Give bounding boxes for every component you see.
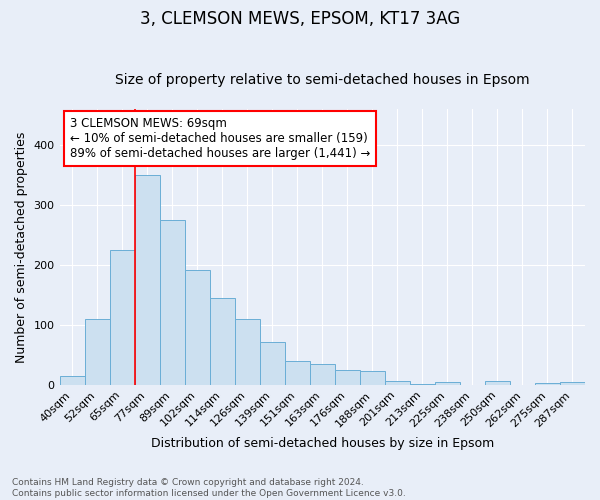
Bar xyxy=(485,381,510,385)
Bar xyxy=(209,298,235,385)
Bar xyxy=(535,383,560,385)
Bar xyxy=(160,220,185,385)
Text: 3, CLEMSON MEWS, EPSOM, KT17 3AG: 3, CLEMSON MEWS, EPSOM, KT17 3AG xyxy=(140,10,460,28)
Bar xyxy=(335,370,360,385)
Text: Contains HM Land Registry data © Crown copyright and database right 2024.
Contai: Contains HM Land Registry data © Crown c… xyxy=(12,478,406,498)
Bar xyxy=(285,361,310,385)
Bar xyxy=(59,376,85,385)
Bar xyxy=(235,320,260,385)
Bar xyxy=(134,175,160,385)
Bar xyxy=(385,380,410,385)
Bar xyxy=(310,364,335,385)
Bar xyxy=(185,270,209,385)
X-axis label: Distribution of semi-detached houses by size in Epsom: Distribution of semi-detached houses by … xyxy=(151,437,494,450)
Bar xyxy=(560,382,585,385)
Bar xyxy=(410,384,435,385)
Bar xyxy=(85,320,110,385)
Text: 3 CLEMSON MEWS: 69sqm
← 10% of semi-detached houses are smaller (159)
89% of sem: 3 CLEMSON MEWS: 69sqm ← 10% of semi-deta… xyxy=(70,118,370,160)
Bar xyxy=(435,382,460,385)
Y-axis label: Number of semi-detached properties: Number of semi-detached properties xyxy=(15,131,28,362)
Bar xyxy=(360,371,385,385)
Bar xyxy=(110,250,134,385)
Title: Size of property relative to semi-detached houses in Epsom: Size of property relative to semi-detach… xyxy=(115,73,530,87)
Bar xyxy=(260,342,285,385)
